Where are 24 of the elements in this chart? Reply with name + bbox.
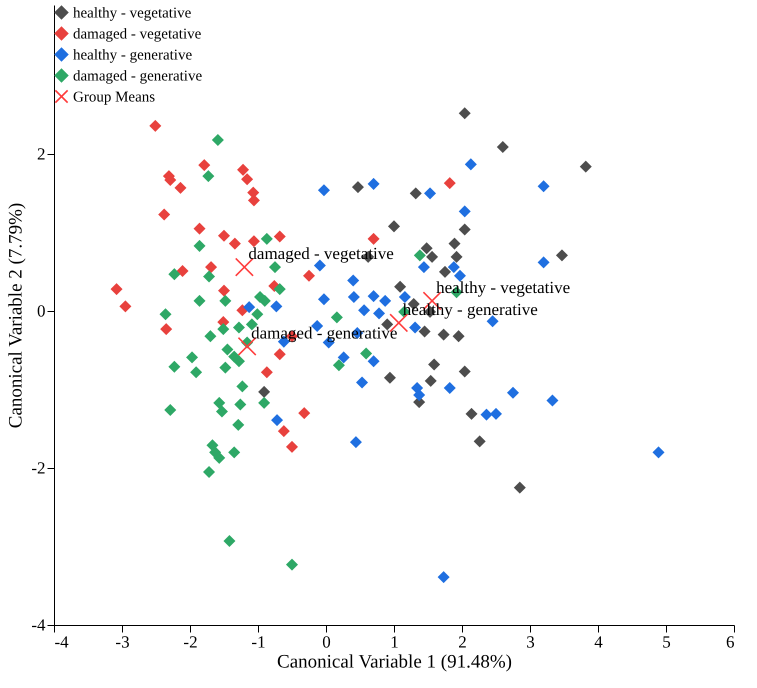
y-tick-label: 2 [37, 144, 46, 164]
x-tick-label: -4 [54, 632, 70, 652]
y-tick-label: -2 [31, 458, 46, 478]
x-tick-label: -1 [251, 632, 266, 652]
y-axis-title: Canonical Variable 2 (7.79%) [5, 202, 26, 428]
x-tick-label: 1 [390, 632, 399, 652]
legend-label: healthy - vegetative [73, 6, 192, 22]
x-tick-label: -2 [183, 632, 198, 652]
x-tick-label: -3 [115, 632, 130, 652]
legend-label: Group Means [73, 90, 156, 106]
x-tick-label: 2 [458, 632, 467, 652]
annotation: healthy - vegetative [436, 278, 570, 297]
x-tick-label: 4 [594, 632, 604, 652]
x-tick-label: 6 [726, 632, 734, 652]
annotation: damaged - vegetative [248, 244, 394, 264]
x-tick-label: 0 [322, 632, 331, 652]
x-tick-label: 5 [662, 632, 671, 652]
x-tick-label: 3 [526, 632, 535, 652]
x-axis-title: Canonical Variable 1 (91.48%) [277, 652, 512, 672]
legend-label: damaged - vegetative [73, 26, 202, 42]
y-tick-label: -4 [31, 616, 46, 634]
legend-label: damaged - generative [73, 68, 202, 84]
y-tick-label: 0 [37, 302, 46, 321]
legend-label: healthy - generative [73, 48, 192, 64]
